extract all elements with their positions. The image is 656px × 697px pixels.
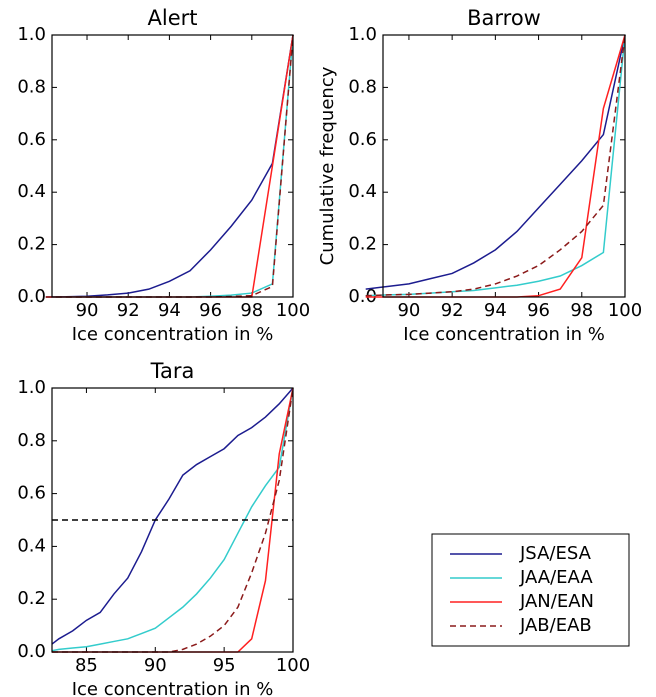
series-line xyxy=(51,387,294,652)
legend-label: JAB/EAB xyxy=(519,615,592,636)
series-line xyxy=(51,387,294,645)
axes-frame xyxy=(51,387,294,653)
y-tick-label: 0.0 xyxy=(17,641,46,662)
axes-frame xyxy=(382,34,626,298)
x-tick-label: 92 xyxy=(441,300,464,321)
series-line xyxy=(365,34,626,297)
y-tick-label: 0.0 xyxy=(348,286,377,307)
subplot: Tara Ice concentration in % 0.0 0.2 0.4 0.6 0.… xyxy=(17,359,310,697)
y-tick-label: 0.6 xyxy=(17,483,46,504)
subplot: Alert Ice concentration in % 0.0 0.2 0.4 0.6 0… xyxy=(17,6,310,345)
x-tick-label: 85 xyxy=(75,655,98,676)
x-tick-label: 94 xyxy=(484,300,507,321)
x-tick-label: 100 xyxy=(276,300,310,321)
x-tick-label: 90 xyxy=(144,655,167,676)
y-tick-label: 1.0 xyxy=(17,377,46,398)
series-line xyxy=(365,34,626,297)
legend-frame xyxy=(431,533,630,647)
y-tick-label: 0.2 xyxy=(17,234,46,255)
y-tick-label: 0.2 xyxy=(17,588,46,609)
x-tick-label: 98 xyxy=(570,300,593,321)
x-axis-label: Ice concentration in % xyxy=(403,324,605,345)
x-tick-label: 90 xyxy=(397,300,420,321)
y-tick-label: 0.4 xyxy=(17,535,46,556)
series-line xyxy=(45,34,294,298)
x-tick-label: 100 xyxy=(276,655,310,676)
y-tick-label: 0.6 xyxy=(348,129,377,150)
y-tick-label: 0.2 xyxy=(348,234,377,255)
x-axis-label: Ice concentration in % xyxy=(72,324,274,345)
series-line xyxy=(45,34,294,298)
axes-frame xyxy=(51,34,294,298)
x-tick-label: 100 xyxy=(608,300,642,321)
legend-label: JAN/EAN xyxy=(519,591,594,612)
y-tick-label: 0.6 xyxy=(17,129,46,150)
y-tick-label: 0.8 xyxy=(348,76,377,97)
subplot-title: Barrow xyxy=(467,6,541,30)
x-axis-label: Ice concentration in % xyxy=(72,679,274,697)
y-tick-label: 0.8 xyxy=(17,76,46,97)
y-tick-label: 0.4 xyxy=(348,181,377,202)
x-tick-label: 96 xyxy=(527,300,550,321)
series-line xyxy=(365,34,626,290)
legend-label: JAA/EAA xyxy=(519,567,593,588)
y-tick-label: 1.0 xyxy=(17,24,46,45)
subplot: Barrow Ice concentration in % Cumulative f… xyxy=(317,6,642,345)
y-axis-label: Cumulative frequency xyxy=(317,66,338,265)
x-tick-label: 94 xyxy=(158,300,181,321)
x-tick-label: 92 xyxy=(117,300,140,321)
legend-label: JSA/ESA xyxy=(519,543,592,564)
y-tick-label: 0.0 xyxy=(17,286,46,307)
x-tick-label: 98 xyxy=(240,300,263,321)
legend: JSA/ESA JAA/EAA JAN/EAN JAB/EAB xyxy=(431,533,630,647)
subplot-title: Tara xyxy=(150,359,195,383)
series-line xyxy=(45,34,294,298)
y-tick-label: 0.4 xyxy=(17,181,46,202)
subplot-title: Alert xyxy=(148,6,198,30)
x-tick-label: 90 xyxy=(76,300,99,321)
y-tick-label: 1.0 xyxy=(348,24,377,45)
series-line xyxy=(45,34,294,298)
y-tick-label: 0.8 xyxy=(17,430,46,451)
series-line xyxy=(365,34,626,298)
x-tick-label: 95 xyxy=(213,655,236,676)
x-tick-label: 96 xyxy=(199,300,222,321)
